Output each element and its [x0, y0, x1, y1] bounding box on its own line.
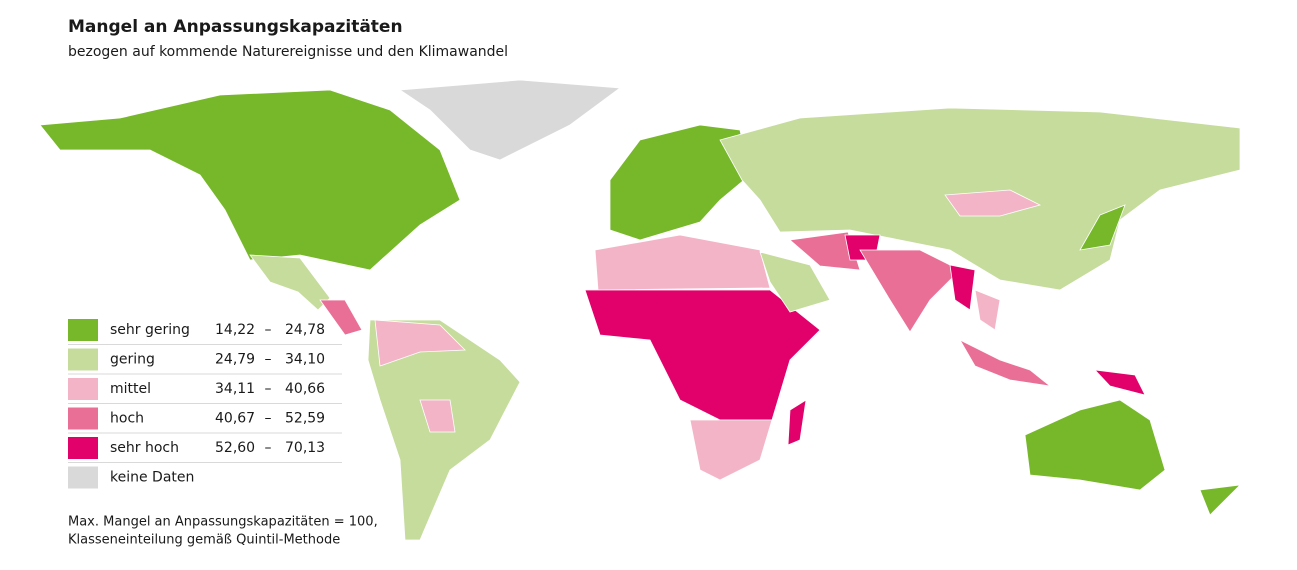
legend-label: keine Daten [110, 470, 194, 486]
legend-label: hoch [110, 411, 144, 427]
legend-from: 24,79 [215, 352, 255, 368]
india [859, 249, 961, 333]
legend-swatch [68, 466, 98, 489]
legend-swatch [68, 437, 98, 459]
legend-to: 34,10 [285, 352, 325, 368]
legend-dash: – [265, 440, 272, 456]
southern-africa [689, 419, 773, 481]
bolivia [419, 399, 456, 433]
australia [1024, 399, 1166, 491]
madagascar [787, 399, 807, 446]
greenland [398, 79, 622, 161]
note-line: Klasseneinteilung gemäß Quintil-Methode [68, 533, 340, 548]
myanmar [949, 264, 976, 311]
legend-to: 52,59 [285, 411, 325, 427]
central-africa [584, 289, 821, 421]
note-line: Max. Mangel an Anpassungskapazitäten = 1… [68, 515, 378, 530]
subtitle: bezogen auf kommende Naturereignisse und… [68, 44, 508, 60]
legend-label: gering [110, 352, 155, 368]
new-zealand [1199, 484, 1242, 516]
legend-label: mittel [110, 381, 151, 397]
legend-dash: – [265, 322, 272, 338]
legend-swatch [68, 407, 98, 430]
iran [789, 231, 861, 271]
title: Mangel an Anpassungskapazitäten [68, 17, 403, 37]
legend-to: 40,66 [285, 381, 325, 397]
legend-label: sehr gering [110, 322, 190, 338]
europe [609, 124, 751, 241]
world-map [39, 79, 1242, 541]
legend-from: 40,67 [215, 411, 255, 427]
north-africa [594, 234, 771, 291]
mexico [249, 254, 331, 311]
legend-label: sehr hoch [110, 440, 179, 456]
legend-to: 70,13 [285, 440, 325, 456]
papua [1093, 369, 1146, 396]
japan [1079, 204, 1126, 251]
legend-dash: – [265, 352, 272, 368]
legend-from: 52,60 [215, 440, 255, 456]
central-america [319, 299, 363, 336]
legend-dash: – [265, 381, 272, 397]
legend-swatch [68, 378, 98, 400]
legend-dash: – [265, 411, 272, 427]
thailand [974, 289, 1001, 331]
arabia [759, 251, 831, 313]
north-america [39, 89, 461, 271]
indonesia [958, 339, 1052, 387]
south-america-north [374, 319, 466, 367]
legend-to: 24,78 [285, 322, 325, 338]
legend-from: 34,11 [215, 381, 255, 397]
legend-swatch [68, 348, 98, 371]
legend-from: 14,22 [215, 322, 255, 338]
mongolia [944, 189, 1042, 217]
legend-swatch [68, 319, 98, 341]
